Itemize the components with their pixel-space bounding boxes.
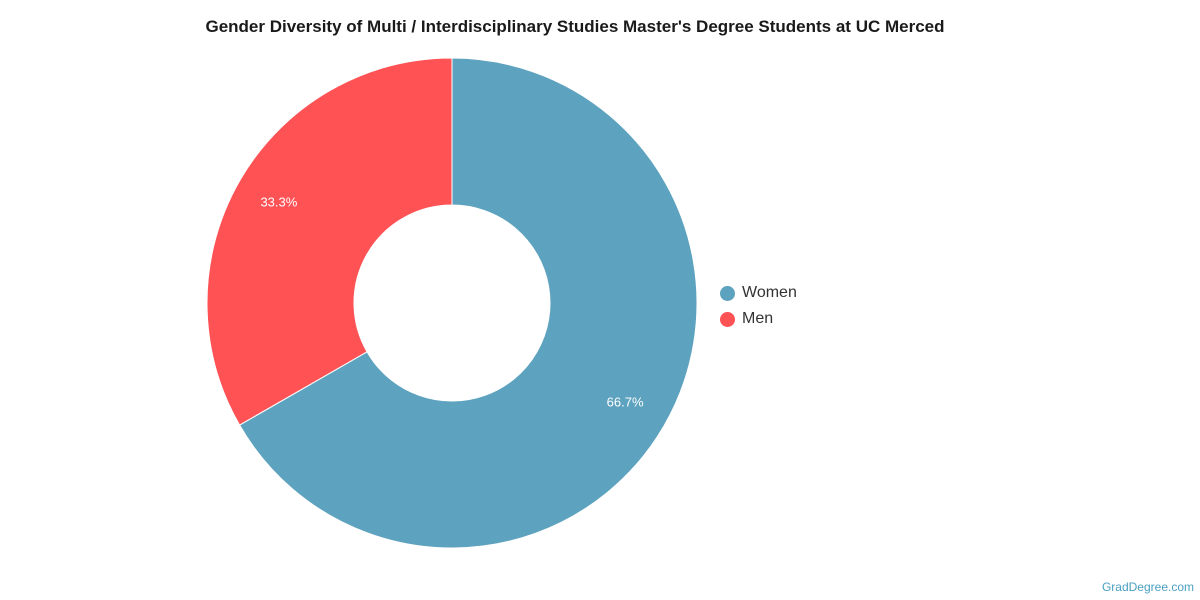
legend-label-men: Men	[742, 310, 774, 327]
slice-label-women: 66.7%	[607, 395, 644, 410]
legend: Women Men	[720, 280, 797, 332]
slice-labels-group: 66.7% 33.3%	[260, 194, 644, 409]
legend-item-men[interactable]: Men	[720, 306, 797, 332]
slice-women[interactable]	[238, 57, 698, 549]
footer-credit-link[interactable]: GradDegree.com	[1101, 580, 1194, 594]
legend-swatch-women	[720, 285, 735, 301]
slice-men[interactable]	[206, 57, 453, 426]
legend-swatch-men	[720, 311, 735, 327]
legend-item-women[interactable]: Women	[720, 280, 797, 306]
chart-title: Gender Diversity of Multi / Interdiscipl…	[205, 17, 945, 36]
slices-group	[206, 57, 698, 549]
slice-label-men: 33.3%	[260, 194, 297, 209]
legend-label-women: Women	[742, 284, 797, 301]
